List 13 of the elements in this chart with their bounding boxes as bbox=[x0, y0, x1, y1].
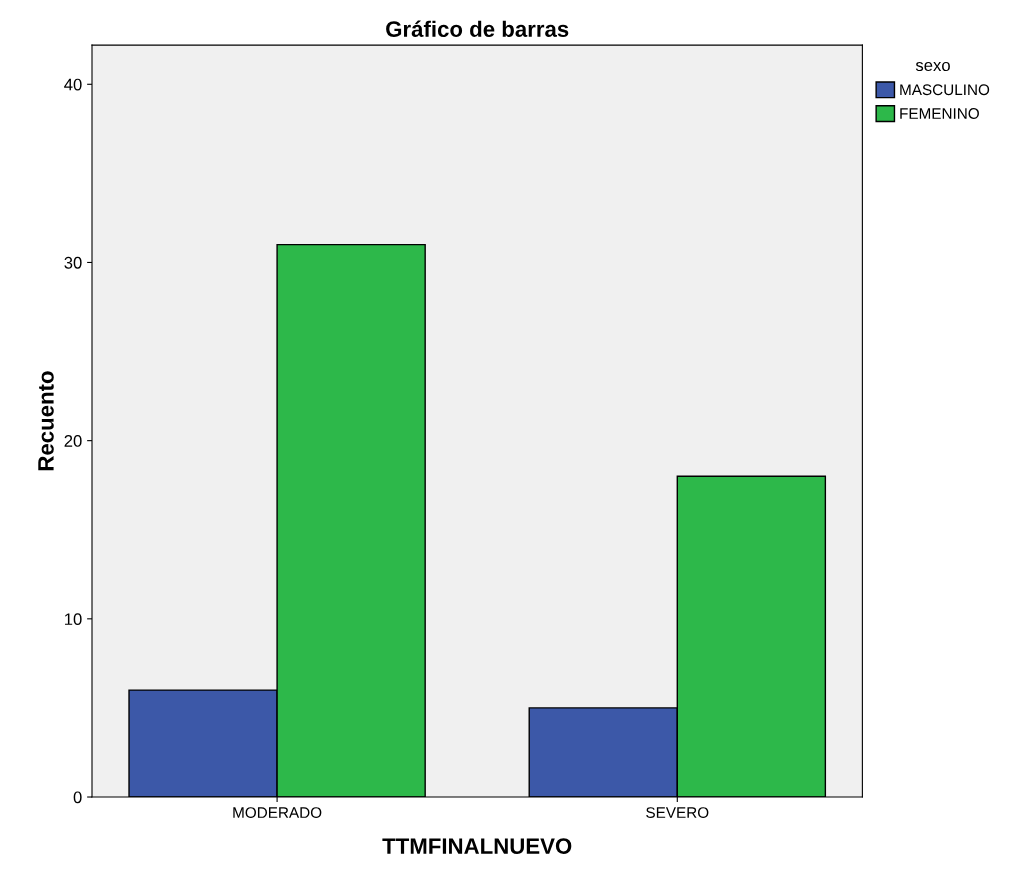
y-tick-label: 10 bbox=[65, 613, 82, 626]
y-axis-title: Recuento bbox=[38, 371, 54, 471]
x-tick-label: SEVERO bbox=[646, 807, 709, 818]
y-tick-label: 20 bbox=[64, 435, 82, 447]
x-tick-label: MODERADO bbox=[233, 807, 322, 818]
y-tick-label: 0 bbox=[73, 791, 82, 804]
y-tick-label: 30 bbox=[64, 256, 82, 269]
legend-label: FEMENINO bbox=[900, 108, 979, 119]
chart-title: Gráfico de barras bbox=[386, 20, 569, 37]
x-axis-title: TTMFINALNUEVO bbox=[382, 838, 572, 854]
legend-label: MASCULINO bbox=[900, 84, 990, 96]
legend-title: sexo bbox=[915, 61, 950, 72]
y-tick-label: 40 bbox=[64, 78, 82, 91]
